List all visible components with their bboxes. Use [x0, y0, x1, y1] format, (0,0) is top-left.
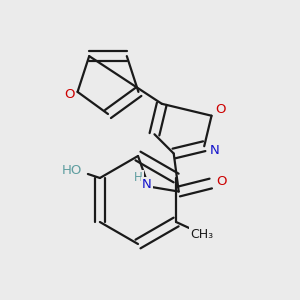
Text: O: O [64, 88, 75, 101]
Text: CH₃: CH₃ [190, 227, 214, 241]
Text: O: O [217, 175, 227, 188]
Text: O: O [215, 103, 226, 116]
Text: N: N [142, 178, 152, 191]
Text: HO: HO [62, 164, 82, 176]
Text: H: H [134, 171, 143, 184]
Text: N: N [209, 144, 219, 157]
